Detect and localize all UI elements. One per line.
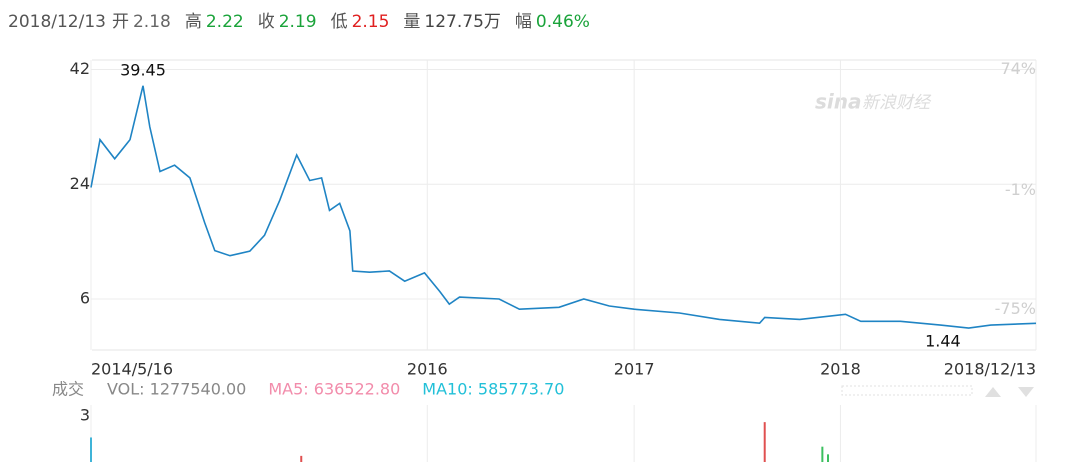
y2-tick-label: 74% [1000, 59, 1036, 78]
header-label: 低 [330, 12, 348, 32]
y2-tick-label: -1% [1005, 180, 1036, 199]
min-label: 1.44 [925, 332, 961, 351]
indicator: MA10: 585773.70 [422, 380, 564, 399]
price-line [90, 85, 1037, 329]
x-tick-label: 2014/5/16 [91, 360, 173, 379]
y-tick-label: 42 [70, 59, 90, 78]
header-label: 开 [111, 12, 129, 32]
header-value: 127.75万 [424, 12, 501, 32]
watermark-logo: sina [815, 90, 862, 114]
y-tick-label: 3 [80, 406, 90, 425]
header-value: 2.18 [132, 12, 171, 32]
volume-bar [90, 437, 92, 462]
volume-bar [821, 446, 824, 462]
volume-bar [763, 422, 766, 462]
scroll-bar[interactable] [841, 385, 973, 396]
header-value: 2.15 [351, 12, 390, 32]
x-tick-label: 2016 [407, 360, 448, 379]
header-label: 量 [403, 12, 421, 32]
header-value: 2.22 [205, 12, 244, 32]
down-button[interactable] [1018, 387, 1034, 397]
watermark-text: 新浪财经 [862, 93, 932, 113]
volume-title: 成交 [52, 380, 84, 399]
max-label: 39.45 [120, 60, 166, 79]
header-label: 高 [184, 12, 202, 32]
header-label: 幅 [514, 12, 532, 32]
header-date: 2018/12/13 [8, 12, 106, 32]
header-label: 收 [257, 12, 275, 32]
x-tick-label: 2018 [820, 360, 861, 379]
x-tick-label: 2018/12/13 [944, 360, 1036, 379]
indicator: MA5: 636522.80 [268, 380, 400, 399]
header: 2018/12/13 开 2.18 高 2.22 收 2.19 低 2.15 量 127.75万幅 0… [8, 7, 604, 32]
y-tick-label: 24 [70, 174, 90, 193]
y-tick-label: 6 [80, 289, 90, 308]
volume-bar [300, 455, 303, 462]
header-value: 0.46% [535, 12, 590, 32]
x-tick-label: 2017 [614, 360, 655, 379]
volume-bar [827, 454, 830, 462]
indicator: VOL: 1277540.00 [107, 380, 246, 399]
header-value: 2.19 [278, 12, 317, 32]
y2-tick-label: -75% [995, 299, 1036, 318]
up-button[interactable] [985, 387, 1001, 397]
